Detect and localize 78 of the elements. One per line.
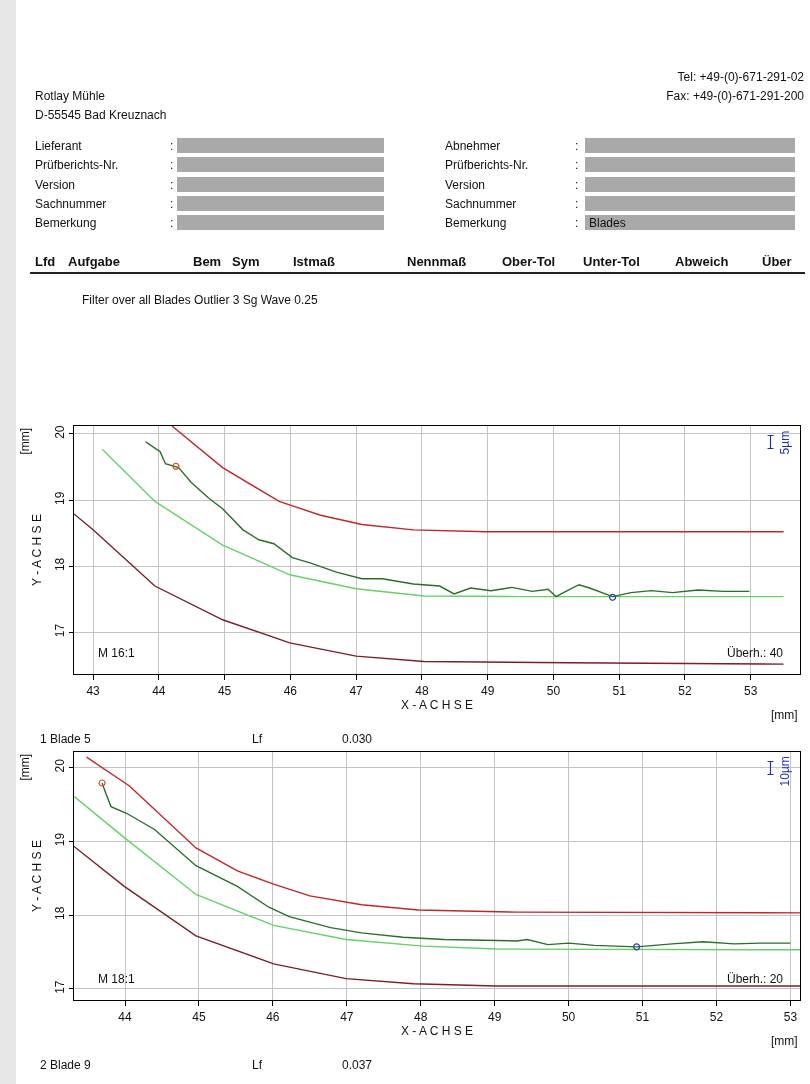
x-tick-label: 49 (487, 1009, 502, 1024)
text: [mm] (771, 1034, 798, 1048)
y-tick-label: 19 (52, 491, 67, 505)
text: [mm] (17, 427, 32, 455)
x-tick-label: 44 (152, 683, 166, 698)
x-tick-label: 46 (283, 683, 298, 698)
text: Blades (589, 216, 626, 230)
text: Abweich (675, 254, 729, 269)
x-tick-label: 46 (266, 1009, 280, 1024)
x-tick-label: 47 (340, 1009, 354, 1024)
text: Version : (445, 177, 579, 192)
text: D-55545 Bad Kreuznach (35, 108, 167, 122)
annotation: M 18:1 (98, 972, 136, 986)
text: Fax: +49-(0)-671-291-200 (666, 89, 804, 103)
annotation: Überh.: 40 (727, 646, 784, 660)
text: Bemerkung : (35, 216, 174, 231)
y-tick-label: 17 (52, 623, 67, 638)
text: Rotlay Mühle (35, 89, 106, 103)
line-series (74, 513, 785, 665)
text: Ober-Tol (502, 254, 556, 269)
x-tick-label: 51 (612, 683, 627, 698)
text: 2 Blade 9 (40, 1058, 92, 1072)
text: Lf (252, 732, 263, 746)
x-tick-label: 51 (635, 1009, 650, 1024)
text: Sym (232, 254, 260, 269)
text: Filter over all Blades Outlier 3 Sg Wave 0.25 (82, 293, 318, 307)
x-tick-label: 52 (678, 683, 692, 698)
y-tick-label: 18 (52, 557, 67, 572)
y-tick-label: 19 (52, 832, 67, 847)
text: Prüfberichts-Nr. : (445, 158, 579, 173)
line-series (85, 756, 800, 914)
text: Prüfberichts-Nr. : (35, 158, 174, 173)
x-tick-label: 53 (744, 683, 758, 698)
y-tick-label: 18 (52, 906, 67, 920)
text: Lfd (35, 254, 56, 269)
text: Sachnummer : (445, 196, 579, 211)
text: Über (762, 254, 792, 269)
line-series (74, 845, 800, 987)
text: Abnehmer : (445, 139, 579, 153)
x-tick-label: 49 (480, 683, 495, 698)
x-tick-label: 48 (415, 683, 429, 698)
text: Lf (252, 1058, 263, 1072)
x-axis-title: X - A C H S E (400, 698, 474, 713)
text: Bemerkung : (445, 216, 579, 231)
text: Istmaß (293, 254, 335, 269)
text: [mm] (17, 753, 32, 781)
x-tick-label: 44 (118, 1009, 132, 1024)
x-tick-label: 47 (349, 683, 364, 698)
annotation: Überh.: 20 (727, 972, 784, 986)
x-axis-title: X - A C H S E (400, 1024, 474, 1039)
x-tick-label: 48 (414, 1009, 428, 1024)
y-tick-label: 17 (52, 980, 67, 994)
text: 1 Blade 5 (40, 732, 92, 746)
y-tick-label: 20 (52, 758, 67, 773)
text: Unter-Tol (583, 254, 640, 269)
annotation: M 16:1 (98, 646, 136, 660)
x-tick-label: 52 (709, 1009, 724, 1024)
text: Sachnummer : (35, 196, 174, 211)
text: Tel: +49-(0)-671-291-02 (677, 70, 804, 84)
text: Bem (193, 254, 222, 269)
y-tick-label: 20 (52, 425, 67, 439)
x-tick-label: 50 (561, 1009, 576, 1024)
x-tick-label: 43 (86, 683, 101, 698)
x-tick-label: 45 (217, 683, 232, 698)
x-tick-label: 53 (783, 1009, 798, 1024)
y-axis-title: Y - A C H S E (30, 514, 45, 586)
x-tick-label: 45 (192, 1009, 206, 1024)
text: Lieferant : (35, 139, 174, 153)
text: Aufgabe (68, 254, 120, 269)
text: [mm] (771, 708, 798, 722)
x-tick-label: 50 (546, 683, 561, 698)
text: Nennmaß (407, 254, 467, 269)
y-axis-title: Y - A C H S E (30, 840, 45, 912)
annotation: 10µm (778, 756, 793, 787)
text: 0.030 (342, 732, 373, 746)
annotation: 5µm (778, 430, 793, 455)
text: Version : (35, 177, 174, 192)
text: 0.037 (342, 1058, 373, 1072)
